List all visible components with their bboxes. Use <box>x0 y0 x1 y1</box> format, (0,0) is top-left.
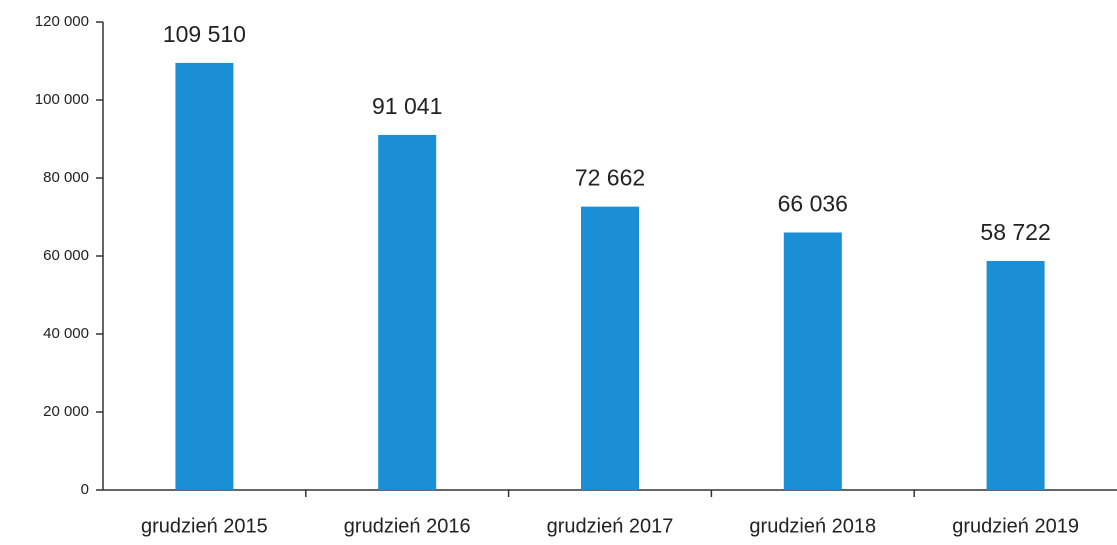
y-tick-label: 100 000 <box>35 91 89 108</box>
value-label: 109 510 <box>163 21 246 47</box>
value-label: 66 036 <box>778 191 848 217</box>
x-tick-label: grudzień 2018 <box>749 515 876 537</box>
y-tick-label: 120 000 <box>35 13 89 30</box>
y-tick-label: 0 <box>81 481 89 498</box>
x-tick-label: grudzień 2019 <box>952 515 1079 537</box>
y-tick-label: 20 000 <box>43 403 89 420</box>
x-tick-label: grudzień 2017 <box>547 515 674 537</box>
bar <box>783 232 842 490</box>
x-tick-label: grudzień 2016 <box>344 515 471 537</box>
x-tick-label: grudzień 2015 <box>141 515 268 537</box>
bar <box>581 206 639 490</box>
value-label: 72 662 <box>575 165 645 191</box>
y-tick-label: 40 000 <box>43 325 89 342</box>
y-tick-label: 60 000 <box>43 247 89 264</box>
value-label: 58 722 <box>980 219 1050 245</box>
bar <box>378 134 437 490</box>
y-tick-label: 80 000 <box>43 169 89 186</box>
bar <box>986 260 1045 490</box>
value-label: 91 041 <box>372 93 442 119</box>
bar <box>175 62 234 490</box>
